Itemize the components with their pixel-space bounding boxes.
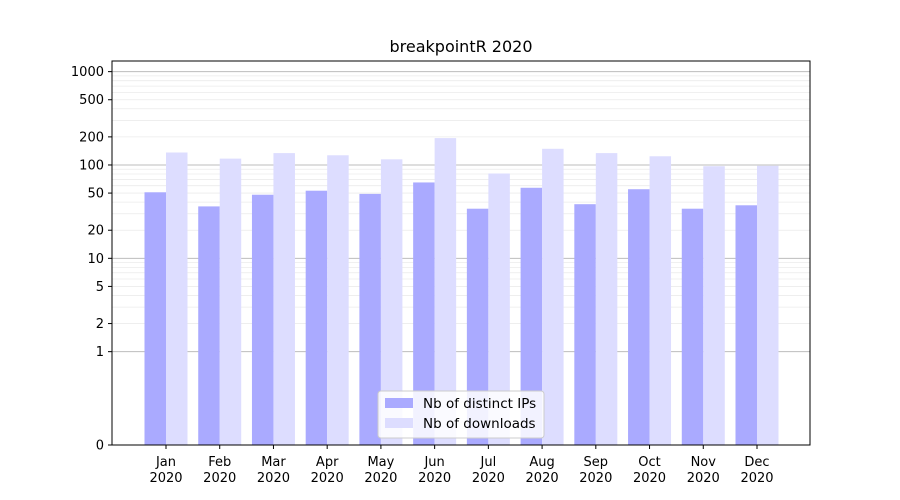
bar-downloads: [542, 148, 564, 446]
y-tick-label: 5: [96, 280, 104, 295]
bar-distinct-ips: [574, 204, 596, 445]
bar-downloads: [703, 166, 725, 446]
bar-downloads: [380, 159, 403, 445]
x-tick-label: Oct: [638, 455, 660, 470]
y-tick-label: 50: [87, 187, 104, 202]
x-tick-label: Nov: [691, 455, 717, 470]
x-tick-label: Feb: [208, 455, 231, 470]
y-tick-label: 500: [79, 93, 104, 108]
y-axis: 0 1 2 5 10 20 50 100 200 500 1000: [71, 65, 112, 454]
bar-distinct-ips: [735, 205, 757, 445]
bar-distinct-ips: [359, 193, 381, 445]
bar-downloads: [434, 138, 457, 445]
bar-distinct-ips: [520, 187, 543, 445]
y-tick-label: 1: [96, 345, 104, 360]
bar-downloads: [649, 156, 672, 445]
bar-downloads: [595, 153, 618, 445]
legend-label: Nb of downloads: [423, 416, 536, 432]
bar-downloads: [488, 173, 510, 446]
x-tick-label: 2020: [364, 471, 397, 486]
x-tick-label: Jul: [480, 455, 497, 470]
x-tick-label: 2020: [472, 471, 505, 486]
bars-layer: [144, 138, 779, 446]
bar-downloads: [166, 152, 188, 445]
bar-downloads: [327, 155, 349, 446]
x-tick-label: Dec: [744, 455, 769, 470]
bar-downloads: [757, 165, 779, 446]
y-tick-label: 100: [79, 158, 104, 173]
legend: Nb of distinct IPs Nb of downloads: [377, 390, 545, 439]
x-tick-label: 2020: [579, 471, 612, 486]
x-tick-label: Sep: [584, 455, 609, 470]
x-tick-label: 2020: [203, 471, 236, 486]
chart-title: breakpointR 2020: [389, 37, 532, 56]
legend-swatch: [385, 418, 413, 428]
y-tick-label: 200: [79, 130, 104, 145]
legend-swatch: [385, 398, 413, 408]
x-tick-label: 2020: [687, 471, 720, 486]
x-tick-label: 2020: [740, 471, 773, 486]
x-tick-label: Jan: [155, 455, 176, 470]
bar-distinct-ips: [144, 192, 166, 445]
plot-frame: [111, 60, 811, 446]
bar-distinct-ips: [305, 190, 328, 445]
bar-distinct-ips: [681, 208, 704, 445]
x-tick-label: May: [367, 455, 394, 470]
x-tick-label: 2020: [633, 471, 666, 486]
bar-distinct-ips: [413, 182, 435, 445]
bar-distinct-ips: [628, 189, 650, 445]
x-tick-label: Apr: [316, 455, 339, 470]
bar-downloads: [273, 153, 295, 445]
x-tick-label: Jun: [423, 455, 444, 470]
x-tick-label: 2020: [418, 471, 451, 486]
legend-label: Nb of distinct IPs: [423, 396, 536, 412]
x-tick-label: 2020: [526, 471, 559, 486]
y-tick-label: 20: [87, 224, 104, 239]
x-tick-label: 2020: [311, 471, 344, 486]
x-axis: Jan2020Feb2020Mar2020Apr2020May2020Jun20…: [149, 445, 774, 486]
legend-box: [377, 390, 545, 439]
y-tick-label: 2: [96, 317, 104, 332]
x-tick-label: 2020: [257, 471, 290, 486]
bar-downloads: [219, 158, 242, 445]
x-tick-label: 2020: [149, 471, 182, 486]
y-tick-label: 0: [96, 439, 104, 454]
x-tick-label: Aug: [529, 455, 554, 470]
x-tick-label: Mar: [261, 455, 286, 470]
bar-distinct-ips: [466, 208, 489, 445]
bar-distinct-ips: [198, 206, 220, 445]
bar-distinct-ips: [251, 194, 274, 445]
y-tick-label: 1000: [71, 65, 104, 80]
y-tick-label: 10: [87, 252, 104, 267]
